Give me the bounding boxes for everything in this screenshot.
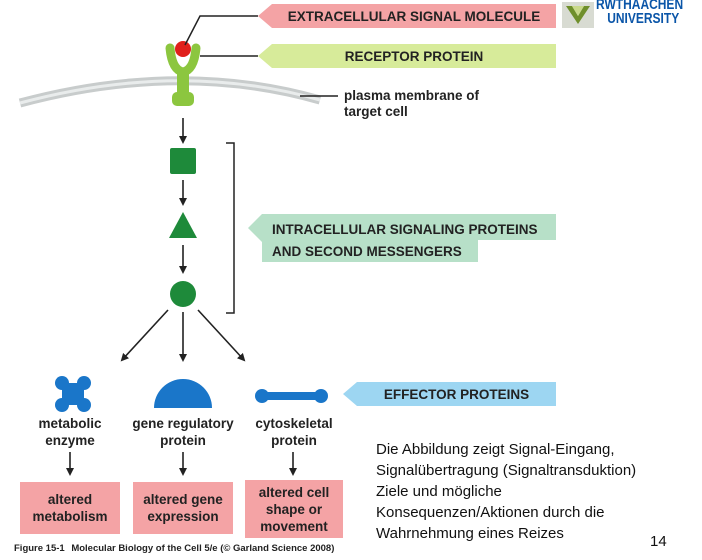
intracellular-protein-square bbox=[170, 148, 196, 174]
figure-caption-label: Figure 15-1 bbox=[14, 543, 65, 554]
note-line3: Ziele und mögliche bbox=[376, 483, 502, 500]
outcome-1-line2: expression bbox=[147, 509, 219, 524]
effector-caption-cytoskeletal-protein: cytoskeletal protein bbox=[240, 415, 348, 449]
effector-1-line1: gene regulatory bbox=[132, 416, 234, 431]
outcome-altered-metabolism: altered metabolism bbox=[20, 482, 120, 534]
metabolic-enzyme-shape bbox=[55, 376, 91, 412]
outcome-altered-gene-expression: altered gene expression bbox=[133, 482, 233, 534]
outcome-altered-cell-shape: altered cell shape or movement bbox=[245, 480, 343, 538]
intracellular-protein-circle bbox=[170, 281, 196, 307]
figure-caption-source: Molecular Biology of the Cell 5/e (© Gar… bbox=[71, 543, 335, 554]
note-line2: Signalübertragung (Signaltransduktion) bbox=[376, 462, 637, 479]
note-line1: Die Abbildung zeigt Signal-Eingang, bbox=[376, 441, 615, 458]
receptor-label-bg bbox=[258, 44, 556, 68]
logo-emblem-icon bbox=[562, 2, 594, 28]
intracellular-protein-triangle bbox=[169, 212, 197, 238]
logo-line1: RWTHAACHEN bbox=[596, 0, 684, 13]
figure-caption: Figure 15-1 Molecular Biology of the Cel… bbox=[14, 543, 334, 554]
effector-label-bg bbox=[343, 382, 556, 406]
outcome-0-line1: altered bbox=[47, 492, 93, 507]
outcome-2-line2: shape or bbox=[265, 501, 323, 517]
intracellular-line2: AND SECOND MESSENGERS bbox=[272, 244, 462, 259]
receptor-protein-shape bbox=[165, 43, 201, 106]
description-note: Die Abbildung zeigt Signal-Eingang, Sign… bbox=[376, 439, 696, 544]
university-logo: RWTHAACHEN UNIVERSITY bbox=[560, 0, 702, 30]
extracellular-label-bg bbox=[258, 4, 556, 28]
effector-0-line2: enzyme bbox=[45, 433, 95, 448]
membrane-line1: plasma membrane of bbox=[344, 88, 480, 103]
effector-2-line1: cytoskeletal bbox=[255, 416, 333, 431]
gene-regulatory-protein-shape bbox=[154, 379, 212, 408]
cytoskeletal-protein-shape bbox=[255, 389, 328, 403]
effector-caption-metabolic-enzyme: metabolic enzyme bbox=[10, 415, 130, 449]
intracellular-bracket bbox=[226, 142, 235, 314]
intracellular-line1: INTRACELLULAR SIGNALING PROTEINS bbox=[272, 222, 538, 237]
outcome-1-line1: altered gene bbox=[143, 492, 223, 507]
effector-1-line2: protein bbox=[160, 433, 206, 448]
signal-molecule-shape bbox=[175, 41, 191, 57]
label-plasma-membrane: plasma membrane of target cell bbox=[344, 88, 479, 120]
outcome-0-line2: metabolism bbox=[32, 509, 108, 524]
label-effector-proteins: EFFECTOR PROTEINS bbox=[383, 386, 530, 402]
effector-0-line1: metabolic bbox=[38, 416, 102, 431]
membrane-line2: target cell bbox=[344, 104, 408, 119]
outcome-2-line1: altered cell bbox=[258, 484, 330, 500]
page-number: 14 bbox=[650, 533, 667, 550]
label-extracellular-signal-molecule: EXTRACELLULAR SIGNAL MOLECULE bbox=[287, 8, 541, 24]
note-line4: Konsequenzen/Aktionen durch die bbox=[376, 504, 605, 521]
label-receptor-protein: RECEPTOR PROTEIN bbox=[344, 48, 484, 64]
note-line5: Wahrnehmung eines Reizes bbox=[376, 525, 564, 542]
effector-caption-gene-regulatory-protein: gene regulatory protein bbox=[118, 415, 248, 449]
label-intracellular-signaling: INTRACELLULAR SIGNALING PROTEINS AND SEC… bbox=[272, 219, 538, 263]
outcome-2-line3: movement bbox=[260, 518, 328, 534]
effector-2-line2: protein bbox=[271, 433, 317, 448]
logo-line2: UNIVERSITY bbox=[607, 10, 680, 27]
intracellular-label-bg bbox=[248, 214, 556, 262]
